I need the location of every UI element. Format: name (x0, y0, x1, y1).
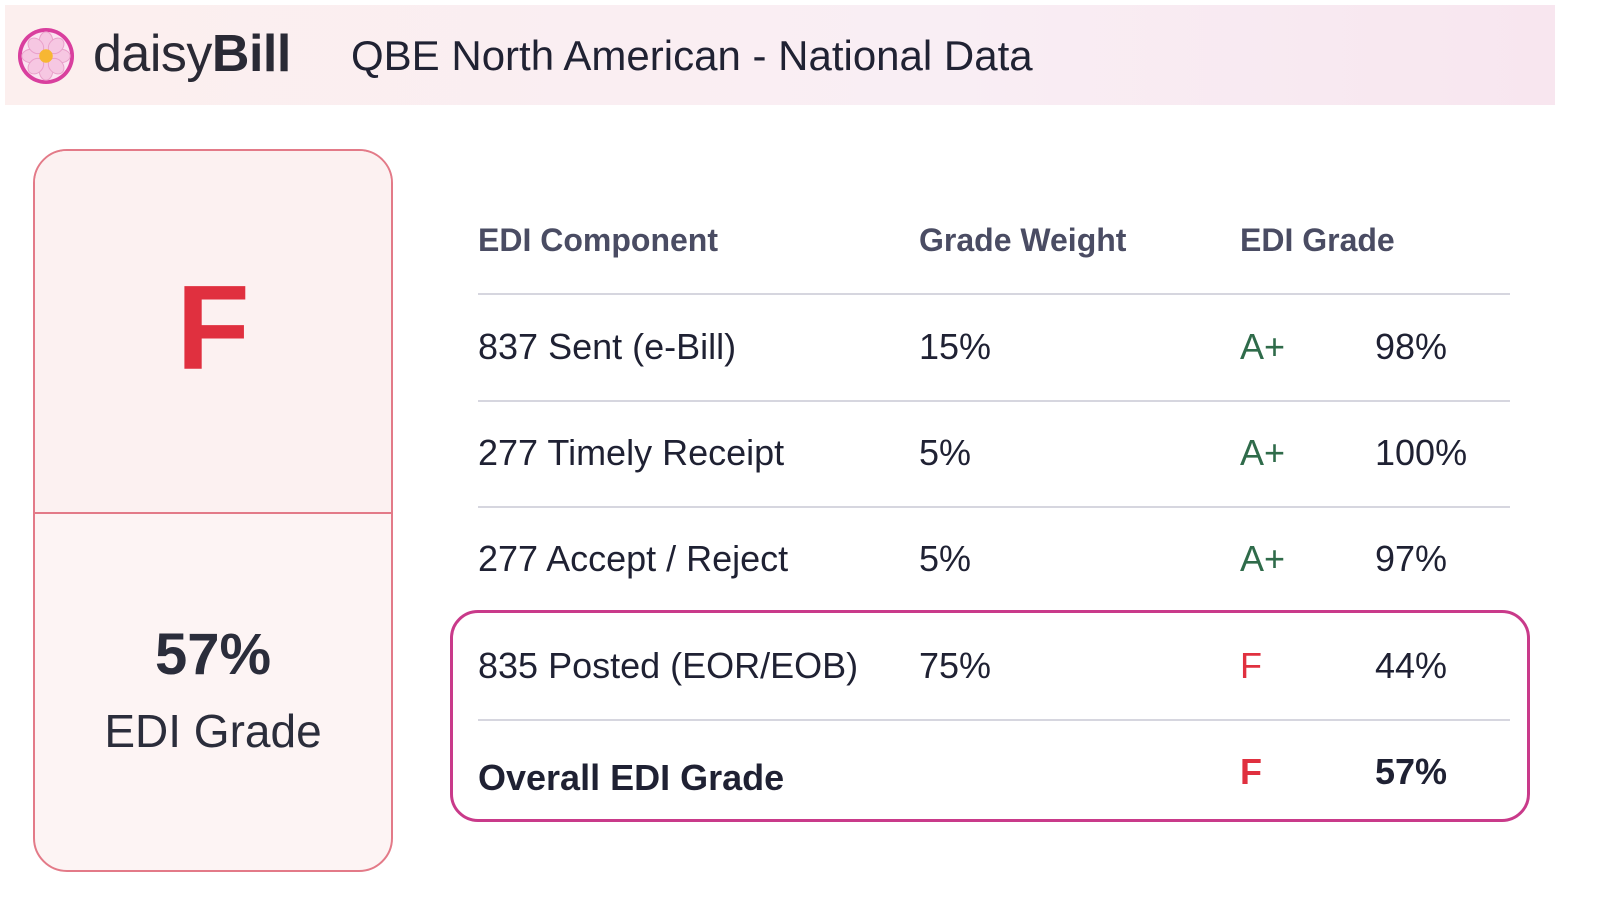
row-divider (478, 293, 1510, 295)
overall-grade-percent: 57% (154, 622, 272, 687)
column-header-weight: Grade Weight (919, 222, 1127, 258)
logo-text-bold: Bill (211, 25, 291, 83)
row-grade-letter: A+ (1240, 326, 1286, 367)
grade-card-top (35, 151, 391, 514)
overall-grade-card: F 57% EDI Grade (33, 149, 393, 872)
row-component: 277 Timely Receipt (478, 432, 785, 473)
row-divider (478, 719, 1510, 721)
column-header-component: EDI Component (478, 222, 718, 258)
row-divider (478, 400, 1510, 402)
row-grade-percent: 97% (1375, 538, 1448, 579)
logo-text: daisyBill (93, 21, 291, 87)
row-grade-letter: A+ (1240, 432, 1286, 473)
row-grade-percent: 100% (1375, 432, 1468, 473)
overall-row-grade-percent: 57% (1375, 751, 1448, 792)
row-component: 277 Accept / Reject (478, 538, 789, 579)
row-component: 835 Posted (EOR/EOB) (478, 645, 859, 686)
row-grade-letter: A+ (1240, 538, 1286, 579)
row-divider (478, 506, 1510, 508)
overall-row-grade-letter: F (1240, 751, 1262, 792)
row-grade-percent: 44% (1375, 645, 1448, 686)
row-grade-letter: F (1240, 645, 1262, 686)
row-grade-percent: 98% (1375, 326, 1448, 367)
logo-text-light: daisy (93, 25, 212, 83)
row-weight: 75% (919, 645, 992, 686)
daisy-flower-icon (17, 27, 75, 85)
highlight-box (450, 610, 1530, 822)
app-header: daisyBill QBE North American - National … (5, 5, 1555, 105)
row-weight: 15% (919, 326, 992, 367)
overall-row-label: Overall EDI Grade (478, 757, 785, 798)
row-weight: 5% (919, 538, 972, 579)
overall-grade-label: EDI Grade (104, 705, 322, 757)
overall-grade-letter: F (176, 261, 250, 395)
row-component: 837 Sent (e-Bill) (478, 326, 737, 367)
page-title: QBE North American - National Data (351, 32, 1033, 79)
column-header-grade: EDI Grade (1240, 222, 1395, 258)
row-weight: 5% (919, 432, 972, 473)
